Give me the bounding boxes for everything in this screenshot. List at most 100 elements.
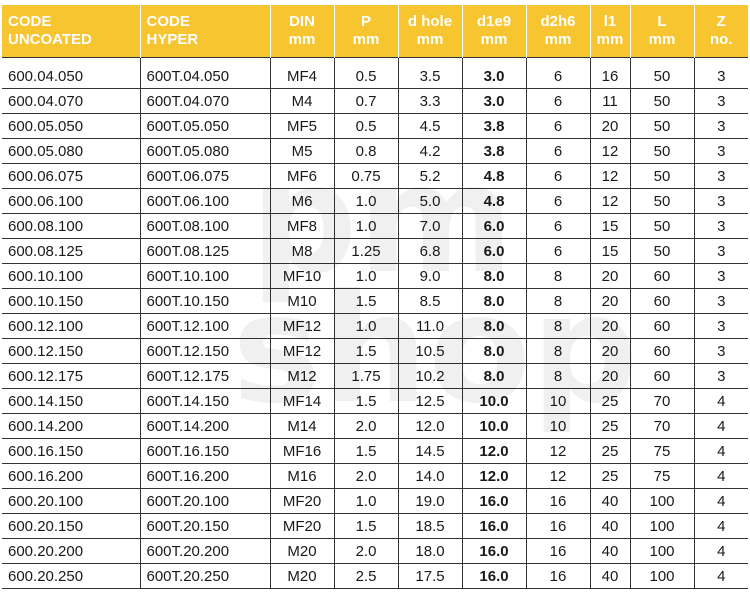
cell-code-hyper: 600T.06.075 (140, 163, 271, 189)
cell-din: MF10 (270, 263, 335, 289)
cell-code-hyper: 600T.16.200 (140, 463, 271, 489)
cell-d2h6: 16 (526, 563, 591, 589)
table-row: 600.20.150 600T.20.150 MF20 1.5 18.5 16.0 16 40… (2, 513, 748, 539)
cell-code-uncoated: 600.20.250 (2, 563, 141, 589)
cell-d1e9: 6.0 (462, 213, 527, 239)
cell-d-hole: 18.0 (398, 538, 463, 564)
cell-z-flutes: 4 (694, 513, 748, 539)
cell-code-uncoated: 600.12.175 (2, 363, 141, 389)
cell-length: 100 (630, 563, 695, 589)
cell-pitch: 1.5 (334, 338, 399, 364)
cell-d-hole: 18.5 (398, 513, 463, 539)
cell-pitch: 1.5 (334, 438, 399, 464)
cell-code-uncoated: 600.04.070 (2, 88, 141, 114)
cell-din: M5 (270, 138, 335, 164)
cell-din: MF6 (270, 163, 335, 189)
table-row: 600.05.050 600T.05.050 MF5 0.5 4.5 3.8 6 20 50 3 (2, 113, 748, 139)
cell-pitch: 1.75 (334, 363, 399, 389)
cell-d-hole: 10.5 (398, 338, 463, 364)
cell-z-flutes: 3 (694, 64, 748, 89)
cell-code-uncoated: 600.08.100 (2, 213, 141, 239)
table-row: 600.16.150 600T.16.150 MF16 1.5 14.5 12.0 12 25… (2, 438, 748, 464)
cell-d2h6: 10 (526, 388, 591, 414)
cell-pitch: 2.0 (334, 538, 399, 564)
header-d1e9: d1e9 mm (462, 5, 527, 58)
table-row: 600.06.100 600T.06.100 M6 1.0 5.0 4.8 6 12 50 3 (2, 188, 748, 214)
table-row: 600.05.080 600T.05.080 M5 0.8 4.2 3.8 6 12 50 3 (2, 138, 748, 164)
header-d-hole: d hole mm (398, 5, 463, 58)
cell-code-uncoated: 600.20.100 (2, 488, 141, 514)
cell-pitch: 0.5 (334, 64, 399, 89)
cell-code-uncoated: 600.12.100 (2, 313, 141, 339)
cell-length: 60 (630, 313, 695, 339)
cell-code-hyper: 600T.06.100 (140, 188, 271, 214)
table-row: 600.10.100 600T.10.100 MF10 1.0 9.0 8.0 8 20 60 3 (2, 263, 748, 289)
cell-code-hyper: 600T.10.100 (140, 263, 271, 289)
header-spacer-row (2, 57, 748, 64)
cell-code-hyper: 600T.20.200 (140, 538, 271, 564)
header-label-line2: mm (352, 31, 380, 48)
cell-din: M14 (270, 413, 335, 439)
table-row: 600.14.150 600T.14.150 MF14 1.5 12.5 10.0 10 25… (2, 388, 748, 414)
cell-d1e9: 3.8 (462, 138, 527, 164)
cell-code-hyper: 600T.20.100 (140, 488, 271, 514)
cell-z-flutes: 3 (694, 338, 748, 364)
cell-z-flutes: 3 (694, 138, 748, 164)
cell-d2h6: 6 (526, 88, 591, 114)
cell-d-hole: 3.5 (398, 64, 463, 89)
cell-l1: 20 (590, 363, 631, 389)
cell-z-flutes: 3 (694, 213, 748, 239)
cell-length: 100 (630, 488, 695, 514)
cell-d1e9: 16.0 (462, 563, 527, 589)
header-label-line1: DIN (289, 13, 315, 30)
header-label-line2: HYPER (146, 31, 199, 48)
cell-pitch: 0.8 (334, 138, 399, 164)
cell-d1e9: 8.0 (462, 363, 527, 389)
cell-d2h6: 6 (526, 213, 591, 239)
cell-d-hole: 19.0 (398, 488, 463, 514)
table-row: 600.12.100 600T.12.100 MF12 1.0 11.0 8.0 8 20 60… (2, 313, 748, 339)
cell-length: 100 (630, 538, 695, 564)
cell-code-hyper: 600T.16.150 (140, 438, 271, 464)
cell-code-uncoated: 600.08.125 (2, 238, 141, 264)
cell-code-hyper: 600T.08.125 (140, 238, 271, 264)
cell-code-hyper: 600T.12.175 (140, 363, 271, 389)
cell-code-hyper: 600T.14.150 (140, 388, 271, 414)
cell-d2h6: 8 (526, 338, 591, 364)
cell-pitch: 2.0 (334, 413, 399, 439)
cell-din: MF20 (270, 488, 335, 514)
header-label-line1: d1e9 (476, 13, 512, 30)
cell-code-uncoated: 600.04.050 (2, 64, 141, 89)
cell-code-uncoated: 600.06.100 (2, 188, 141, 214)
cell-d2h6: 8 (526, 313, 591, 339)
cell-d1e9: 8.0 (462, 313, 527, 339)
table-body: 600.04.050 600T.04.050 MF4 0.5 3.5 3.0 6 16 50 3 6… (2, 57, 748, 589)
cell-length: 60 (630, 363, 695, 389)
cell-d2h6: 8 (526, 263, 591, 289)
cell-l1: 15 (590, 213, 631, 239)
cell-code-hyper: 600T.04.070 (140, 88, 271, 114)
cell-din: MF12 (270, 338, 335, 364)
cell-code-hyper: 600T.20.150 (140, 513, 271, 539)
cell-code-hyper: 600T.14.200 (140, 413, 271, 439)
cell-d-hole: 10.2 (398, 363, 463, 389)
cell-z-flutes: 3 (694, 188, 748, 214)
cell-d1e9: 16.0 (462, 513, 527, 539)
cell-d2h6: 12 (526, 438, 591, 464)
cell-length: 50 (630, 113, 695, 139)
cell-pitch: 1.5 (334, 288, 399, 314)
cell-d1e9: 4.8 (462, 163, 527, 189)
header-code-hyper: CODE HYPER (140, 5, 271, 58)
header-label-line2: mm (544, 31, 572, 48)
cell-d-hole: 17.5 (398, 563, 463, 589)
cell-d-hole: 7.0 (398, 213, 463, 239)
cell-din: M20 (270, 563, 335, 589)
cell-d2h6: 6 (526, 163, 591, 189)
cell-din: M6 (270, 188, 335, 214)
cell-l1: 20 (590, 263, 631, 289)
header-label-line2: mm (416, 31, 444, 48)
cell-code-hyper: 600T.08.100 (140, 213, 271, 239)
table-row: 600.12.175 600T.12.175 M12 1.75 10.2 8.0 8 20 60… (2, 363, 748, 389)
cell-pitch: 0.75 (334, 163, 399, 189)
